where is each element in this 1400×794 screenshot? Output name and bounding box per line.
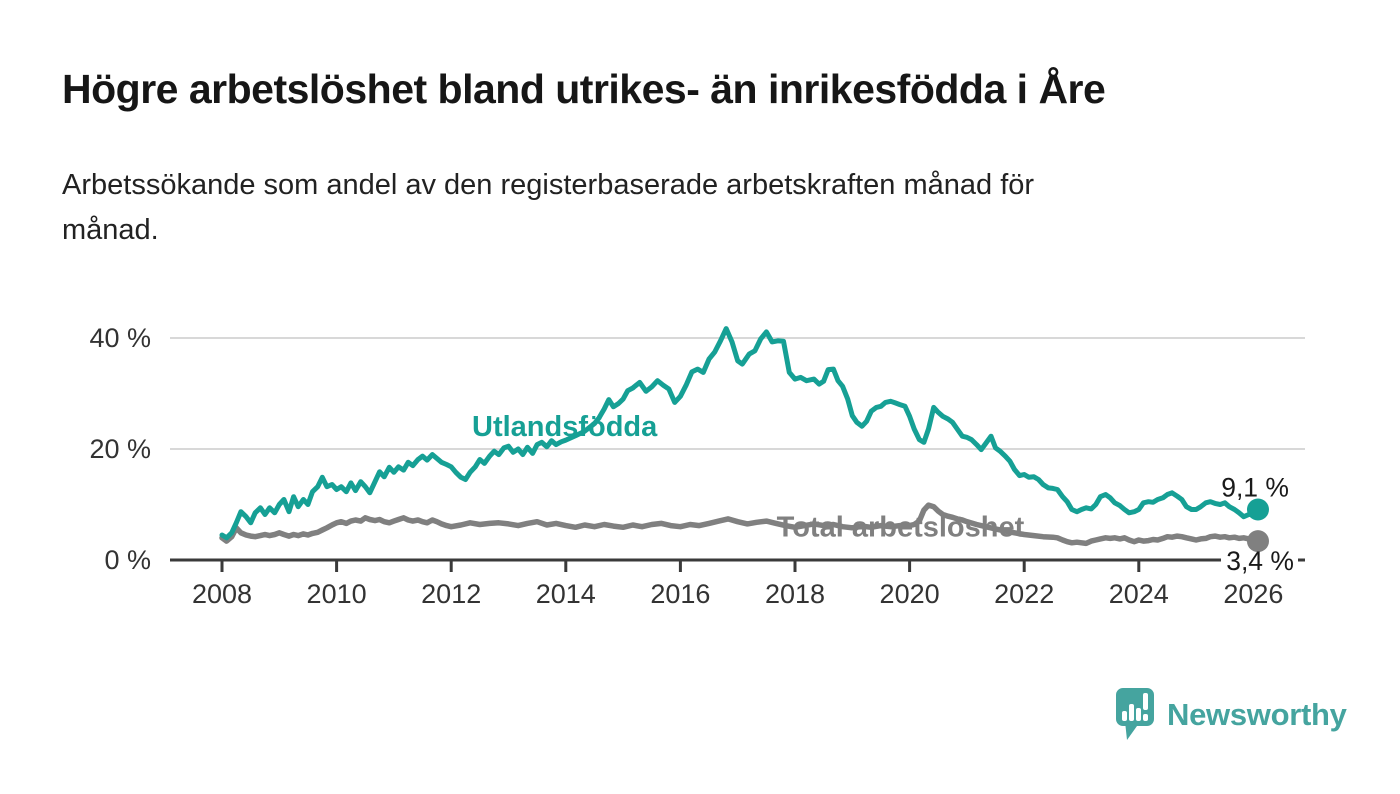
x-tick-label: 2014 [536,579,596,609]
series-inline-label: Utlandsfödda [472,411,658,443]
series-end-value-label: 3,4 % [1226,546,1294,576]
y-tick-label: 0 % [104,545,151,575]
x-tick-label: 2024 [1109,579,1169,609]
brand-name: Newsworthy [1167,696,1347,732]
x-tick-label: 2022 [994,579,1054,609]
chart-subtitle: Arbetssökande som andel av den registerb… [62,169,1035,246]
x-tick-label: 2020 [880,579,940,609]
y-tick-label: 40 % [89,323,151,353]
series-end-dot [1246,498,1269,521]
page-title: Högre arbetslöshet bland utrikes- än inr… [62,66,1106,112]
chart-svg: 0 % 20 % 40 % 2008 2010 2012 2014 2016 2018 2020 2… [89,323,1305,609]
x-tick-label: 2018 [765,579,825,609]
series-line-total [219,502,1261,547]
x-tick-label: 2012 [421,579,481,609]
series-line-utlandsfodda [219,326,1261,541]
x-tick-label: 2008 [192,579,252,609]
series-end-dot [1246,530,1269,553]
end-label-backdrop [1221,549,1298,574]
x-tick-label: 2010 [307,579,367,609]
x-tick-label: 2026 [1223,579,1283,609]
series-end-value-label: 9,1 % [1221,472,1289,502]
speech-bubble-bar-chart-icon [1116,688,1154,740]
x-tick-label: 2016 [650,579,710,609]
series-inline-label: Total arbetslöshet [777,512,1025,544]
y-tick-label: 20 % [89,434,151,464]
newsworthy-logo: Newsworthy [1114,686,1347,743]
